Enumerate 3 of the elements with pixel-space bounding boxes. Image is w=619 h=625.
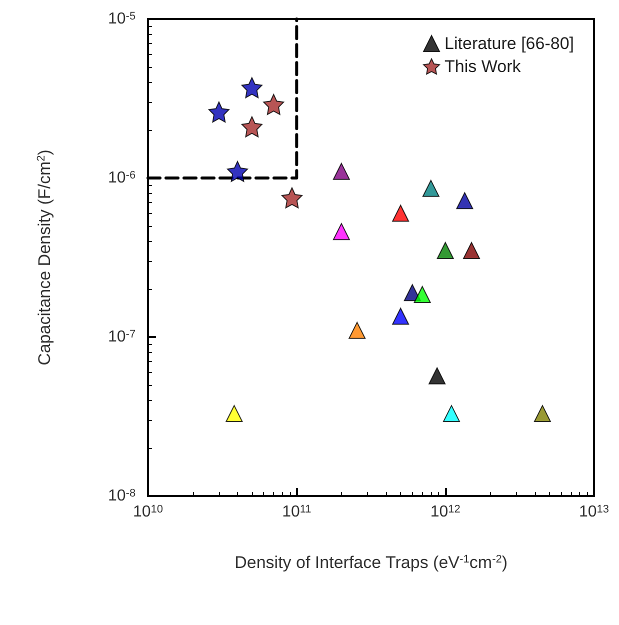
legend-label: This Work [444, 57, 522, 76]
legend-label: Literature [66-80] [444, 34, 574, 53]
y-axis-title: Capacitance Density (F/cm2) [35, 150, 54, 366]
